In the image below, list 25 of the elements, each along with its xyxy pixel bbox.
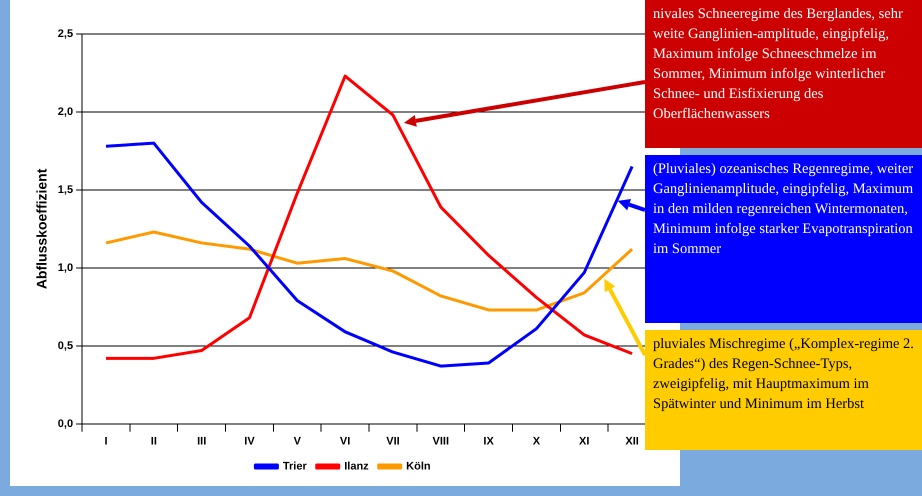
x-tick-label: III [197, 435, 206, 448]
y-tick-label: 2,0 [58, 106, 74, 118]
y-tick-label: 1,0 [58, 262, 74, 274]
y-tick-label: 0,5 [58, 340, 74, 352]
x-tick-label: IX [483, 435, 494, 448]
y-tick-label: 2,5 [58, 28, 74, 40]
x-tick-label: VIII [432, 435, 450, 448]
x-tick-label: XII [625, 435, 639, 448]
x-tick-label: XI [579, 435, 590, 448]
y-axis-title: Abflusskoeffizient [33, 168, 50, 290]
text-box: (Pluviales) ozeanisches Regenregime, weiter Ganglinienamplitude, eingipfelig, Maximum in den milden regenreichen Wintermonaten, Minimum infolge starker Evapotranspiration im Sommer [645, 155, 922, 323]
x-tick-label: II [150, 435, 157, 448]
text-box: pluviales Mischregime („Komplex-regime 2. Grades“) des Regen-Schnee-Typs, zweigipfelig, mit Hauptmaximum im Spätwinter und Minimum im Herbst [645, 330, 922, 450]
y-tick-label: 0,0 [58, 418, 74, 430]
y-tick-label: 1,5 [58, 184, 74, 196]
x-tick-label: VI [340, 435, 350, 448]
text-box: nivales Schneeregime des Berglandes, sehr weite Ganglinien-amplitude, eingipfelig, Maximum infolge Schneeschmelze im Sommer, Minimum infolge winterlicher Schnee- und Eisfixierung des Oberflächenwassers [645, 0, 922, 148]
x-tick-label: I [104, 435, 108, 448]
legend-label: Köln [406, 460, 431, 473]
x-tick-label: X [532, 435, 541, 448]
x-tick-label: V [294, 435, 302, 448]
x-tick-label: IV [244, 435, 256, 448]
legend-label: Trier [282, 460, 308, 473]
x-tick-label: VII [386, 435, 400, 448]
legend-label: Ilanz [344, 460, 370, 473]
